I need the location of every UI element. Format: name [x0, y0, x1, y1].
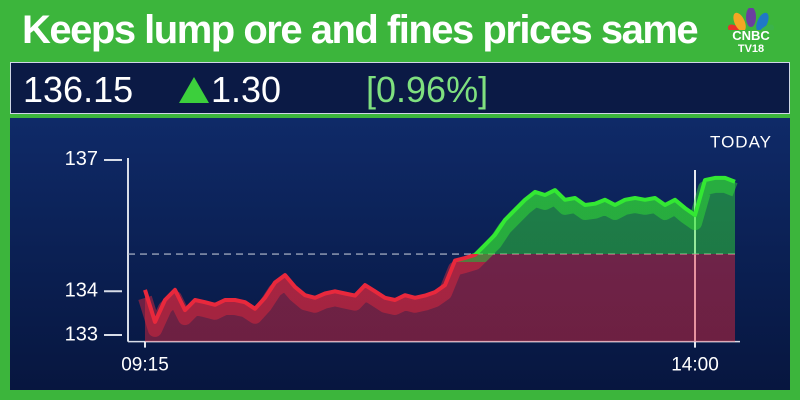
x-tick-label: 09:15	[121, 355, 169, 376]
y-tick-label: 137	[65, 148, 98, 170]
up-arrow	[179, 77, 209, 103]
change: 1.30	[211, 69, 282, 110]
change-percent: [0.96%]	[366, 69, 489, 110]
period-label: TODAY	[710, 132, 772, 151]
quote-bar: 136.15 1.30 [0.96%]	[10, 62, 790, 114]
y-tick-label: 133	[65, 323, 98, 345]
peacock-icon	[727, 8, 775, 30]
price-line	[143, 175, 736, 324]
logo-line: CNBC	[732, 28, 770, 43]
y-tick-label: 134	[65, 280, 98, 302]
price: 136.15	[23, 69, 134, 110]
x-tick-label: 14:00	[671, 355, 719, 376]
channel-logo: CNBC TV18	[716, 6, 786, 55]
headline: Keeps lump ore and fines prices same	[22, 8, 699, 52]
line-shadow	[138, 178, 738, 337]
chart: TODAY 133 134 137 09:15 14:00	[10, 118, 790, 390]
logo-line: TV18	[737, 43, 765, 55]
